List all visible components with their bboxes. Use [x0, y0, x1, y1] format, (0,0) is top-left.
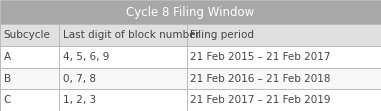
Text: 1, 2, 3: 1, 2, 3 — [63, 95, 96, 105]
Text: C: C — [4, 95, 11, 105]
Text: Filing period: Filing period — [190, 30, 255, 40]
Text: 0, 7, 8: 0, 7, 8 — [63, 73, 96, 84]
Bar — [59, 24, 187, 46]
Bar — [187, 46, 381, 68]
Text: Subcycle: Subcycle — [4, 30, 51, 40]
Text: 21 Feb 2016 – 21 Feb 2018: 21 Feb 2016 – 21 Feb 2018 — [190, 73, 331, 84]
Text: 21 Feb 2017 – 21 Feb 2019: 21 Feb 2017 – 21 Feb 2019 — [190, 95, 331, 105]
Bar — [59, 46, 187, 68]
Text: A: A — [4, 52, 11, 62]
Bar — [59, 68, 187, 89]
Bar — [187, 24, 381, 46]
Text: Last digit of block number: Last digit of block number — [63, 30, 200, 40]
Bar — [187, 68, 381, 89]
Text: 4, 5, 6, 9: 4, 5, 6, 9 — [63, 52, 109, 62]
Bar — [0, 68, 59, 89]
Bar — [59, 89, 187, 111]
Bar — [187, 89, 381, 111]
Bar — [0, 89, 59, 111]
Bar — [0, 0, 381, 24]
Text: 21 Feb 2015 – 21 Feb 2017: 21 Feb 2015 – 21 Feb 2017 — [190, 52, 331, 62]
Bar — [0, 46, 59, 68]
Text: Cycle 8 Filing Window: Cycle 8 Filing Window — [126, 6, 255, 19]
Text: B: B — [4, 73, 11, 84]
Bar — [0, 24, 59, 46]
